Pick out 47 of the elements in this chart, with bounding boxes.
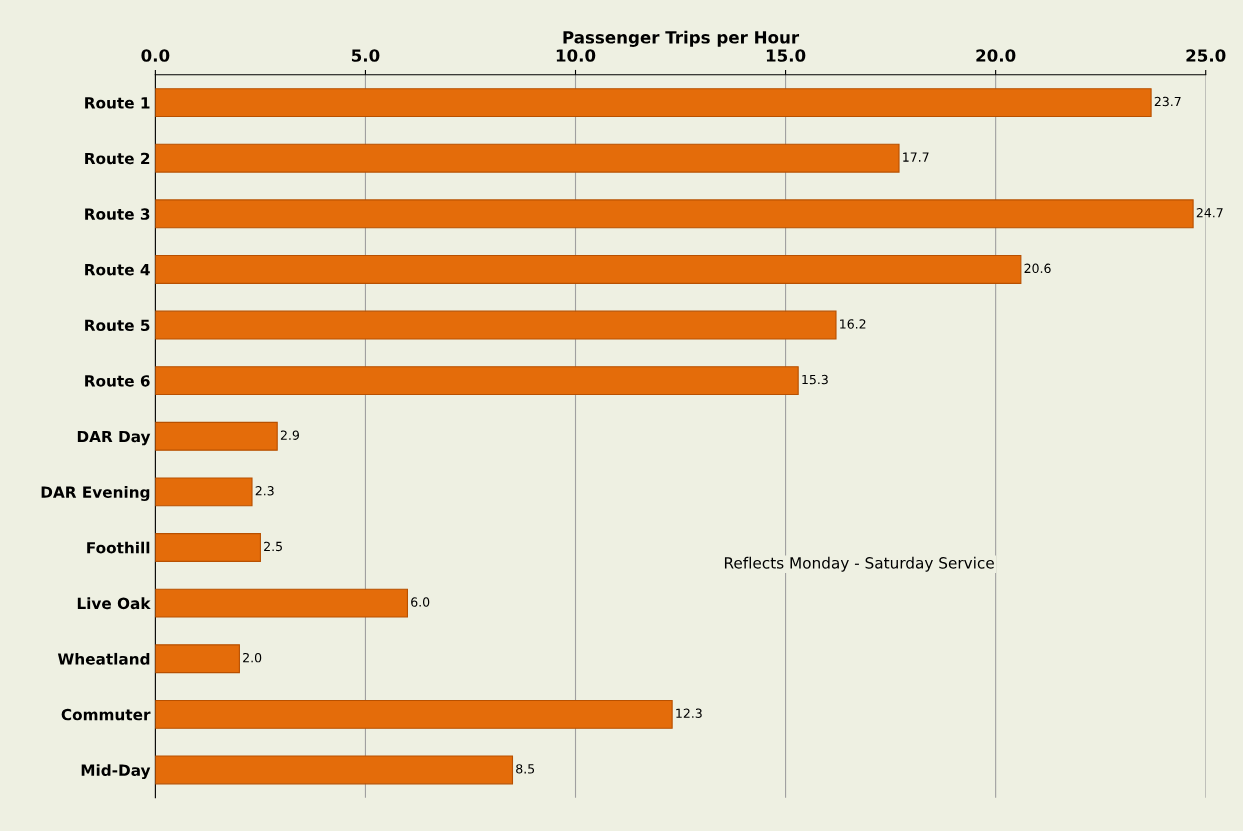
annotation: Reflects Monday - Saturday Service [724,556,994,572]
data-label: 17.7 [903,152,929,162]
bar [155,366,799,396]
bar [155,421,278,451]
bar [155,477,253,507]
data-label: 12.3 [676,708,702,718]
bar [155,588,409,618]
y-tick-label: Route 2 [85,152,150,165]
data-label: 2.3 [255,486,274,496]
data-label: 2.9 [280,430,299,440]
y-tick-label: Foothill [87,541,150,554]
y-tick-label: DAR Evening [41,486,150,501]
x-tick-label: 15.0 [766,49,806,62]
bar [155,699,673,729]
x-tick-label: 5.0 [351,49,380,62]
data-label: 15.3 [802,374,828,385]
y-tick-label: Live Oak [77,597,151,610]
bar [155,310,837,340]
y-tick-label: Mid-Day [81,764,151,780]
bar [155,254,1022,284]
x-tick-label: 10.0 [556,49,596,62]
data-label: 2.5 [264,541,282,552]
data-label: 16.2 [840,319,866,329]
bar [155,88,1152,118]
x-tick-label: 0.0 [141,49,170,62]
y-tick-label: Route 5 [85,319,150,332]
bar [155,143,900,173]
bar [155,199,1194,229]
bar [155,644,240,674]
y-tick-label: Route 6 [85,375,150,387]
data-label: 8.5 [516,764,535,774]
data-label: 2.0 [243,652,262,663]
y-tick-label: Wheatland [57,652,150,665]
y-tick-label: Route 4 [85,264,150,276]
bar [155,755,514,785]
y-tick-label: Route 3 [85,208,150,220]
y-tick-label: Route 1 [85,97,150,109]
data-label: 24.7 [1196,207,1223,218]
data-label: 23.7 [1154,96,1181,107]
bar [155,533,261,562]
x-axis-title: Passenger Trips per Hour [563,30,800,47]
y-tick-label: Commuter [61,708,151,721]
y-tick-label: DAR Day [77,430,151,446]
data-label: 20.6 [1024,263,1051,274]
data-label: 6.0 [411,597,430,607]
x-tick-label: 25.0 [1186,49,1226,62]
x-tick-label: 20.0 [976,49,1016,62]
